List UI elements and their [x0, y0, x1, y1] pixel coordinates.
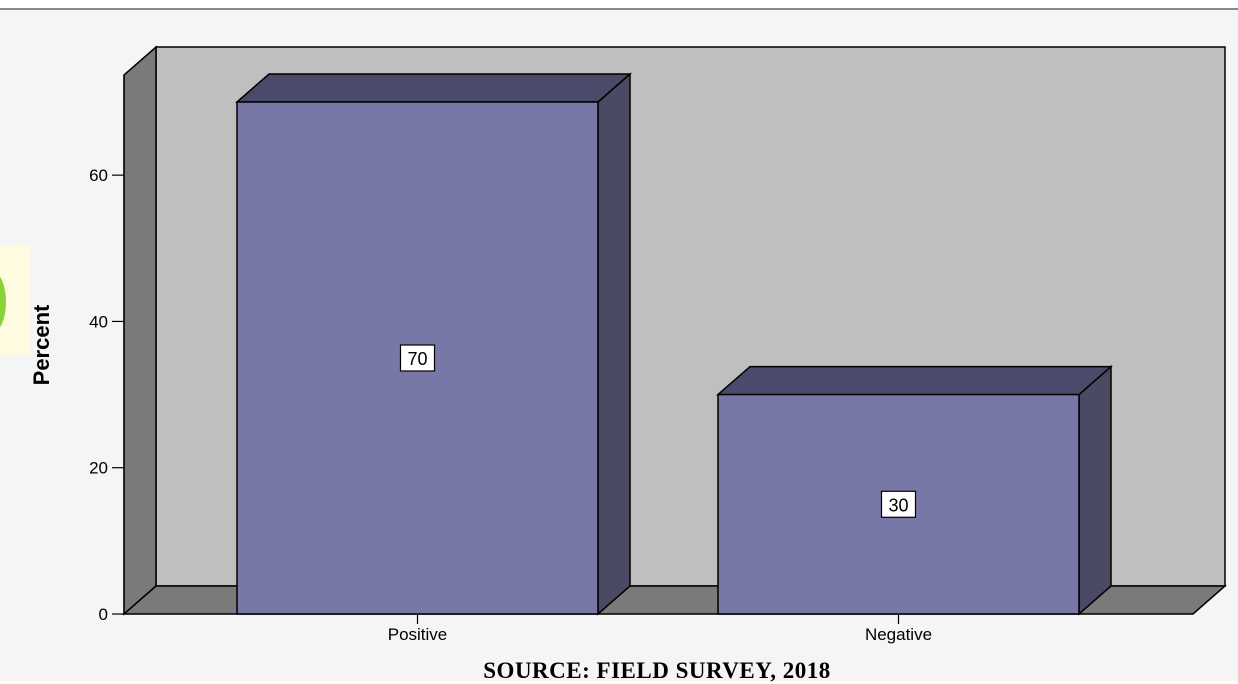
data-label-box [399, 344, 436, 372]
y-axis-label: Percent [29, 304, 54, 386]
green-marker-icon [0, 272, 6, 332]
chart-side-wall [123, 45, 157, 616]
y-tick-label: 0 [99, 605, 108, 624]
bar-top [235, 73, 632, 103]
data-label: 30 [888, 495, 908, 515]
top-rule [0, 8, 1238, 10]
x-tick-label: Negative [865, 625, 932, 644]
bar-side [597, 72, 631, 616]
source-caption: SOURCE: FIELD SURVEY, 2018 [483, 658, 831, 683]
data-label: 70 [407, 349, 427, 369]
y-tick-label: 40 [89, 312, 108, 331]
x-tick-label: Positive [388, 625, 448, 644]
bar-top [716, 365, 1113, 396]
data-label-box [880, 490, 917, 518]
bar-side [1078, 364, 1112, 616]
y-tick-label: 60 [89, 166, 108, 185]
y-tick-label: 20 [89, 459, 108, 478]
